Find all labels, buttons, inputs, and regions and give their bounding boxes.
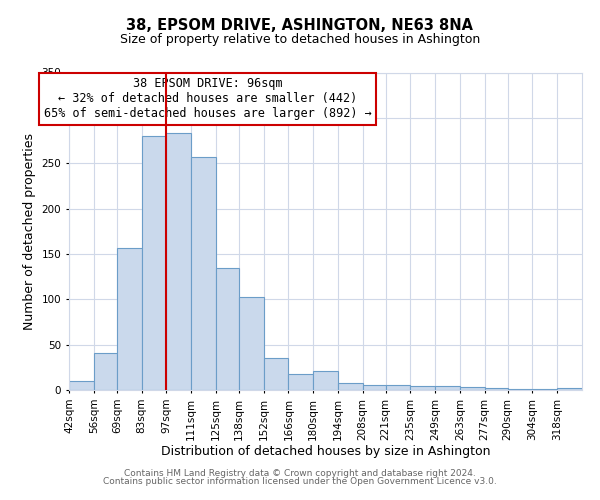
Y-axis label: Number of detached properties: Number of detached properties (23, 132, 36, 330)
Bar (485, 388, 508, 390)
Bar (69, 381, 94, 390)
Bar (460, 388, 485, 390)
Bar (386, 386, 410, 390)
Text: Contains HM Land Registry data © Crown copyright and database right 2024.: Contains HM Land Registry data © Crown c… (124, 468, 476, 477)
Bar (313, 371, 338, 390)
Bar (435, 386, 460, 390)
Bar (239, 296, 263, 390)
Bar (166, 134, 191, 390)
Bar (117, 248, 142, 390)
Bar (362, 384, 386, 390)
Bar (410, 386, 435, 390)
Bar (263, 358, 289, 390)
Text: 38, EPSOM DRIVE, ASHINGTON, NE63 8NA: 38, EPSOM DRIVE, ASHINGTON, NE63 8NA (127, 18, 473, 32)
X-axis label: Distribution of detached houses by size in Ashington: Distribution of detached houses by size … (161, 446, 490, 458)
Bar (532, 389, 557, 390)
Bar (508, 389, 532, 390)
Text: Contains public sector information licensed under the Open Government Licence v3: Contains public sector information licen… (103, 477, 497, 486)
Bar (338, 382, 362, 390)
Bar (191, 157, 216, 390)
Text: Size of property relative to detached houses in Ashington: Size of property relative to detached ho… (120, 32, 480, 46)
Bar (289, 374, 313, 390)
Text: 38 EPSOM DRIVE: 96sqm
← 32% of detached houses are smaller (442)
65% of semi-det: 38 EPSOM DRIVE: 96sqm ← 32% of detached … (44, 78, 371, 120)
Bar (94, 353, 117, 390)
Bar (142, 136, 166, 390)
Bar (557, 388, 582, 390)
Bar (216, 268, 239, 390)
